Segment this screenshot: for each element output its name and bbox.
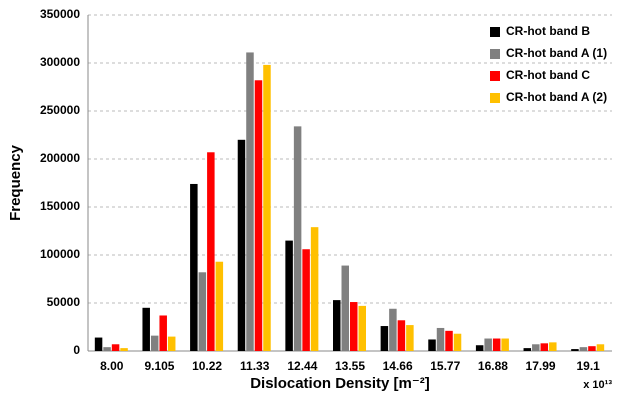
y-tick-label: 50000 (47, 295, 81, 309)
bar (111, 344, 120, 351)
legend-label: CR-hot band B (506, 24, 590, 38)
legend-label: CR-hot band A (2) (506, 90, 607, 104)
bar (523, 348, 532, 351)
bar (571, 349, 579, 351)
x-tick-label: 19.1 (577, 359, 601, 373)
y-tick-label: 200000 (40, 151, 80, 165)
x-tick-label: 9.105 (144, 359, 174, 373)
bar (285, 240, 293, 351)
bar (532, 344, 540, 351)
legend-swatch (490, 49, 500, 59)
bar (350, 302, 358, 351)
x-axis-title: Dislocation Density [m⁻²] (250, 375, 430, 392)
bar (540, 343, 549, 351)
legend-swatch (490, 93, 500, 103)
bar (150, 335, 159, 351)
x-axis-annotation: x 10¹³ (583, 379, 612, 391)
x-tick-label: 12.44 (287, 359, 317, 373)
bar (198, 272, 207, 351)
x-tick-label: 16.88 (478, 359, 508, 373)
y-tick-label: 250000 (40, 103, 80, 117)
bar (492, 338, 501, 351)
y-tick-label: 150000 (40, 199, 80, 213)
bar (94, 337, 103, 351)
bar (254, 80, 263, 351)
bar (167, 336, 176, 351)
y-tick-label: 350000 (40, 7, 80, 21)
bar (293, 126, 302, 351)
bar (389, 308, 397, 351)
y-tick-label: 100000 (40, 247, 80, 261)
bar (579, 347, 588, 351)
bar (453, 333, 462, 351)
bar (397, 320, 406, 351)
x-tick-label: 11.33 (240, 359, 270, 373)
bar (103, 347, 111, 351)
bar (436, 327, 445, 351)
bar (142, 307, 150, 351)
bar (549, 342, 557, 351)
bar (310, 227, 319, 351)
bar (445, 330, 453, 351)
x-tick-label: 15.77 (430, 359, 460, 373)
y-tick-label: 0 (73, 343, 80, 357)
bar (263, 64, 271, 352)
bar (237, 139, 246, 351)
x-tick-label: 13.55 (335, 359, 365, 373)
bar (596, 344, 605, 351)
y-axis-title: Frequency (7, 144, 24, 221)
x-tick-label: 17.99 (526, 359, 556, 373)
bar (428, 339, 436, 351)
y-tick-label: 300000 (40, 55, 80, 69)
bar (484, 338, 492, 351)
bar (207, 152, 215, 351)
x-tick-label: 14.66 (383, 359, 413, 373)
bar (380, 326, 389, 351)
bar (358, 305, 366, 351)
bar (406, 325, 414, 351)
legend-swatch (490, 27, 500, 37)
bar (190, 183, 198, 351)
x-tick-label: 10.22 (192, 359, 222, 373)
bar (333, 300, 341, 351)
x-tick-label: 8.00 (100, 359, 124, 373)
bar (501, 338, 509, 351)
bar (475, 345, 484, 351)
bar (588, 346, 596, 351)
legend-label: CR-hot band C (506, 68, 590, 82)
legend-label: CR-hot band A (1) (506, 46, 607, 60)
bar (302, 249, 310, 351)
bar (215, 261, 224, 351)
bar (341, 265, 349, 351)
legend-swatch (490, 71, 500, 81)
bar (120, 348, 128, 351)
bar (159, 315, 167, 351)
bar (246, 52, 254, 351)
